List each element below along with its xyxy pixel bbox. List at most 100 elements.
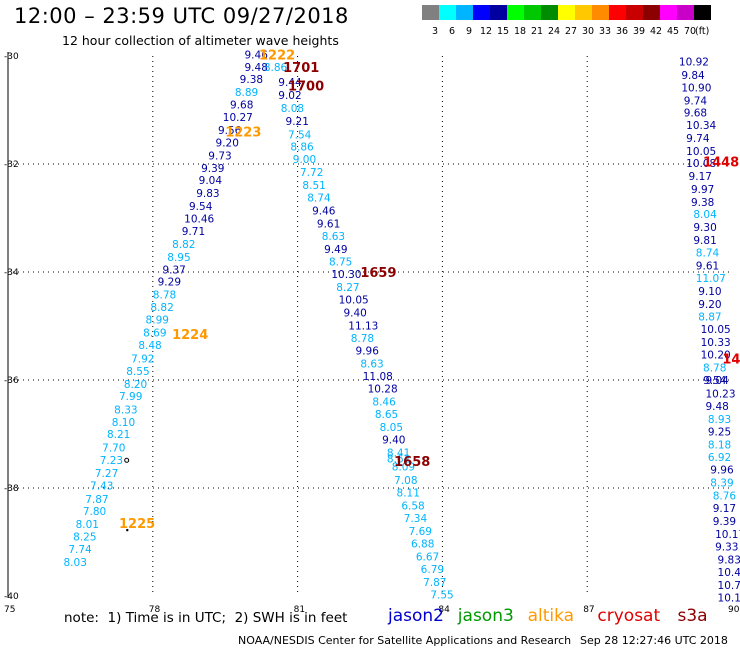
wave-height-east: 10.77 xyxy=(718,580,740,592)
legend-cryosat: cryosat xyxy=(597,606,661,626)
page-title: 12:00 – 23:59 UTC 09/27/2018 xyxy=(14,4,349,28)
wave-height-cryosat: 8.75 xyxy=(329,257,352,269)
wave-height-altika: 9.83 xyxy=(196,188,219,200)
wave-height-cryosat: 8.51 xyxy=(302,180,325,192)
scale-swatch xyxy=(643,5,660,20)
time-label: 1448 xyxy=(703,155,739,170)
wave-height-altika: 7.74 xyxy=(68,544,92,556)
wave-height-east: 8.74 xyxy=(696,248,720,260)
page-subtitle: 12 hour collection of altimeter wave hei… xyxy=(62,33,339,48)
scale-swatch xyxy=(507,5,524,20)
scale-label: 24 xyxy=(548,26,561,37)
wave-height-altika: 9.71 xyxy=(182,226,205,238)
wave-height-east: 10.23 xyxy=(705,389,735,401)
track-marker xyxy=(126,528,129,532)
wave-height-altika: 9.68 xyxy=(230,100,253,112)
wave-height-altika: 8.10 xyxy=(112,417,135,429)
time-label: 14 xyxy=(722,352,740,367)
wave-height-altika: 7.43 xyxy=(90,480,113,492)
wave-height-east: 9.84 xyxy=(681,70,705,82)
wave-height-east: 9.68 xyxy=(684,108,707,120)
wave-height-east: 8.39 xyxy=(710,478,733,490)
wave-height-cryosat: 7.54 xyxy=(288,129,312,141)
scale-swatch xyxy=(592,5,609,20)
wave-height-east: 9.97 xyxy=(691,184,714,196)
wave-height-cryosat: 7.69 xyxy=(409,526,432,538)
scale-label: 45 xyxy=(667,26,680,37)
wave-height-east: 9.81 xyxy=(693,235,716,247)
wave-height-east: 8.76 xyxy=(713,491,737,503)
scale-swatch xyxy=(473,5,490,20)
wave-height-east: 9.38 xyxy=(691,197,714,209)
scale-label: (ft) xyxy=(695,26,710,37)
scale-label: 9 xyxy=(466,26,473,37)
wave-height-east: 10.33 xyxy=(701,337,731,349)
wave-height-altika: 7.80 xyxy=(83,506,106,518)
wave-height-cryosat: 10.28 xyxy=(368,384,398,396)
scale-label: 30 xyxy=(582,26,595,37)
time-label: 1222 xyxy=(259,48,295,63)
time-label: 1223 xyxy=(225,126,261,141)
wave-height-cryosat: 7.34 xyxy=(404,513,428,525)
wave-height-cryosat: 9.02 xyxy=(278,90,301,102)
wave-height-cryosat: 6.58 xyxy=(401,500,424,512)
scale-swatch xyxy=(660,5,677,20)
wave-height-cryosat: 8.08 xyxy=(281,103,304,115)
wave-height-east: 10.08 xyxy=(686,158,716,170)
x-tick-label: 87 xyxy=(583,605,594,615)
wave-height-altika: 8.95 xyxy=(167,252,190,264)
wave-height-cryosat: 6.67 xyxy=(416,552,439,564)
wave-height-altika: 7.23 xyxy=(100,455,123,467)
scale-swatch xyxy=(609,5,626,20)
wave-height-cryosat: 8.05 xyxy=(380,422,403,434)
wave-height-east: 9.30 xyxy=(693,222,716,234)
legend-altika: altika xyxy=(527,606,575,626)
wave-height-east: 10.17 xyxy=(715,529,740,541)
wave-height-altika: 7.70 xyxy=(102,443,125,455)
wave-height-east: 8.18 xyxy=(708,439,731,451)
wave-height-east: 9.61 xyxy=(696,261,719,273)
wave-height-east: 9.17 xyxy=(689,171,712,183)
wave-height-cryosat: 8.86 xyxy=(290,142,314,154)
scale-label: 3 xyxy=(432,26,439,37)
wave-height-cryosat: 9.40 xyxy=(382,434,405,446)
wave-height-altika: 8.99 xyxy=(146,315,169,327)
wave-height-cryosat: 10.30 xyxy=(331,269,361,281)
wave-height-cryosat: 8.74 xyxy=(307,192,331,204)
wave-height-east: 8.87 xyxy=(698,311,721,323)
wave-height-cryosat: 7.55 xyxy=(430,589,453,601)
footer-note: note: 1) Time is in UTC; 2) SWH is in fe… xyxy=(64,610,348,626)
scale-label: 15 xyxy=(497,26,510,37)
wave-height-east: 9.17 xyxy=(713,503,736,515)
scale-swatch xyxy=(490,5,507,20)
wave-height-east: 10.05 xyxy=(701,324,731,336)
scale-label: 18 xyxy=(514,26,527,37)
x-tick-label: 90 xyxy=(728,605,740,615)
wave-height-cryosat: 9.61 xyxy=(317,218,340,230)
wave-height-east: 9.20 xyxy=(698,299,721,311)
time-label: 1701 xyxy=(283,61,319,76)
wave-height-east: 10.42 xyxy=(718,567,740,579)
wave-height-cryosat: 8.86 xyxy=(264,62,288,74)
wave-height-east: 8.04 xyxy=(693,209,717,221)
wave-height-altika: 9.38 xyxy=(240,74,263,86)
scale-label: 21 xyxy=(531,26,544,37)
wave-height-altika: 7.27 xyxy=(95,468,118,480)
scale-label: 12 xyxy=(480,26,493,37)
wave-height-altika: 8.89 xyxy=(235,87,258,99)
wave-height-altika: 10.27 xyxy=(223,112,253,124)
wave-height-altika: 9.39 xyxy=(201,163,224,175)
scale-label: 27 xyxy=(565,26,578,37)
x-tick-label: 78 xyxy=(149,605,161,615)
wave-height-east: 9.39 xyxy=(713,516,736,528)
wave-height-altika: 9.48 xyxy=(245,62,268,74)
y-tick-label: -36 xyxy=(4,376,19,386)
y-tick-label: -40 xyxy=(4,592,19,602)
wave-height-altika: 7.92 xyxy=(131,353,154,365)
y-tick-label: -34 xyxy=(4,268,19,278)
wave-height-cryosat: 8.63 xyxy=(360,358,383,370)
scale-label: 42 xyxy=(650,26,663,37)
wave-height-altika: 8.33 xyxy=(114,405,137,417)
wave-height-altika: 9.54 xyxy=(189,201,213,213)
